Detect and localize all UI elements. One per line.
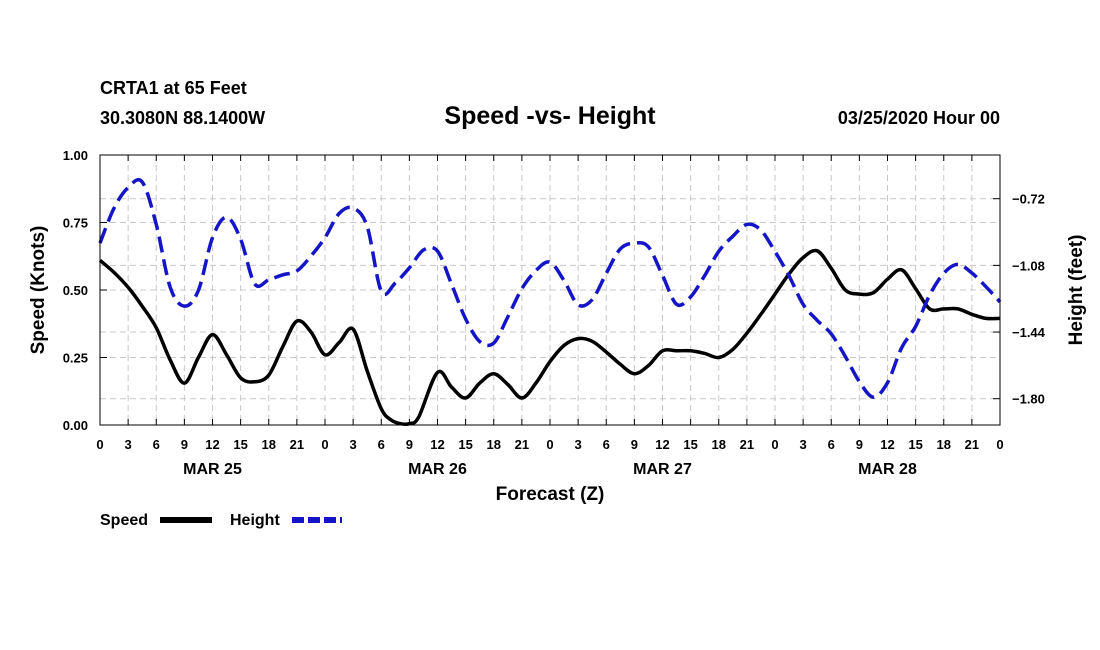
y-right-tick-label: −0.72 bbox=[1012, 192, 1045, 207]
x-tick-label: 18 bbox=[487, 437, 501, 452]
x-tick-label: 0 bbox=[546, 437, 553, 452]
x-tick-label: 6 bbox=[378, 437, 385, 452]
x-tick-label: 21 bbox=[740, 437, 754, 452]
y-left-tick-label: 0.50 bbox=[63, 283, 88, 298]
x-tick-label: 9 bbox=[406, 437, 413, 452]
series-group bbox=[98, 177, 1002, 427]
y-left-tick-label: 1.00 bbox=[63, 148, 88, 163]
x-tick-label: 0 bbox=[771, 437, 778, 452]
x-tick-label: 6 bbox=[153, 437, 160, 452]
speed-series-line bbox=[98, 248, 1001, 427]
y-right-tick-label: −1.80 bbox=[1012, 392, 1045, 407]
x-tick-label: 15 bbox=[908, 437, 922, 452]
x-tick-label: 15 bbox=[683, 437, 697, 452]
y-left-tick-label: 0.75 bbox=[63, 216, 88, 231]
x-tick-label: 0 bbox=[96, 437, 103, 452]
x-tick-label: 12 bbox=[430, 437, 444, 452]
day-label: MAR 26 bbox=[408, 461, 467, 478]
x-tick-label: 18 bbox=[937, 437, 951, 452]
y-left-tick-label: 0.25 bbox=[63, 351, 88, 366]
chart-title: Speed -vs- Height bbox=[444, 102, 656, 130]
x-tick-label: 0 bbox=[996, 437, 1003, 452]
x-tick-label: 12 bbox=[880, 437, 894, 452]
run-time-label: 03/25/2020 Hour 00 bbox=[838, 108, 1000, 128]
x-tick-label: 21 bbox=[290, 437, 304, 452]
y-right-tick-label: −1.08 bbox=[1012, 258, 1045, 273]
x-tick-label: 15 bbox=[233, 437, 247, 452]
x-tick-label: 3 bbox=[125, 437, 132, 452]
x-tick-label: 6 bbox=[828, 437, 835, 452]
x-tick-label: 12 bbox=[205, 437, 219, 452]
x-tick-label: 21 bbox=[965, 437, 979, 452]
x-tick-label: 3 bbox=[800, 437, 807, 452]
x-tick-label: 15 bbox=[458, 437, 472, 452]
x-axis-label: Forecast (Z) bbox=[496, 484, 605, 505]
legend-height-label: Height bbox=[230, 512, 280, 529]
x-tick-label: 18 bbox=[262, 437, 276, 452]
height-series-line bbox=[98, 177, 1002, 399]
y-right-tick-label: −1.44 bbox=[1012, 325, 1046, 340]
legend-speed-label: Speed bbox=[100, 512, 148, 529]
x-tick-label: 0 bbox=[321, 437, 328, 452]
day-label: MAR 25 bbox=[183, 461, 242, 478]
y-axis-left-label: Speed (Knots) bbox=[28, 226, 49, 355]
legend: Speed Height bbox=[100, 512, 342, 529]
x-tick-label: 3 bbox=[575, 437, 582, 452]
x-tick-label: 9 bbox=[631, 437, 638, 452]
station-label: CRTA1 at 65 Feet bbox=[100, 78, 247, 98]
y-axis-right-label: Height (feet) bbox=[1066, 235, 1087, 346]
x-tick-label: 3 bbox=[350, 437, 357, 452]
x-tick-label: 9 bbox=[856, 437, 863, 452]
day-label: MAR 27 bbox=[633, 461, 692, 478]
x-tick-label: 21 bbox=[515, 437, 529, 452]
y-left-tick-label: 0.00 bbox=[63, 418, 88, 433]
x-tick-label: 9 bbox=[181, 437, 188, 452]
location-label: 30.3080N 88.1400W bbox=[100, 108, 265, 128]
day-label: MAR 28 bbox=[858, 461, 917, 478]
grid-lines bbox=[100, 155, 1000, 425]
x-tick-label: 18 bbox=[712, 437, 726, 452]
x-tick-label: 12 bbox=[655, 437, 669, 452]
x-tick-label: 6 bbox=[603, 437, 610, 452]
axes-group: 0 3 6 9 12 15 18 21 0 3 6 9 12 15 18 21 0 3 6 9 12 15 18 21 0 3 6 9… bbox=[63, 148, 1046, 478]
